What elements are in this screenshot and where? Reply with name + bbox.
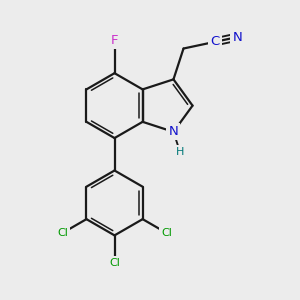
Text: H: H <box>176 147 184 157</box>
Text: Cl: Cl <box>161 228 172 238</box>
Text: N: N <box>169 125 178 138</box>
Text: Cl: Cl <box>57 228 68 238</box>
Text: N: N <box>232 31 242 44</box>
Text: Cl: Cl <box>109 258 120 268</box>
Text: F: F <box>111 34 118 47</box>
Text: C: C <box>211 35 220 48</box>
